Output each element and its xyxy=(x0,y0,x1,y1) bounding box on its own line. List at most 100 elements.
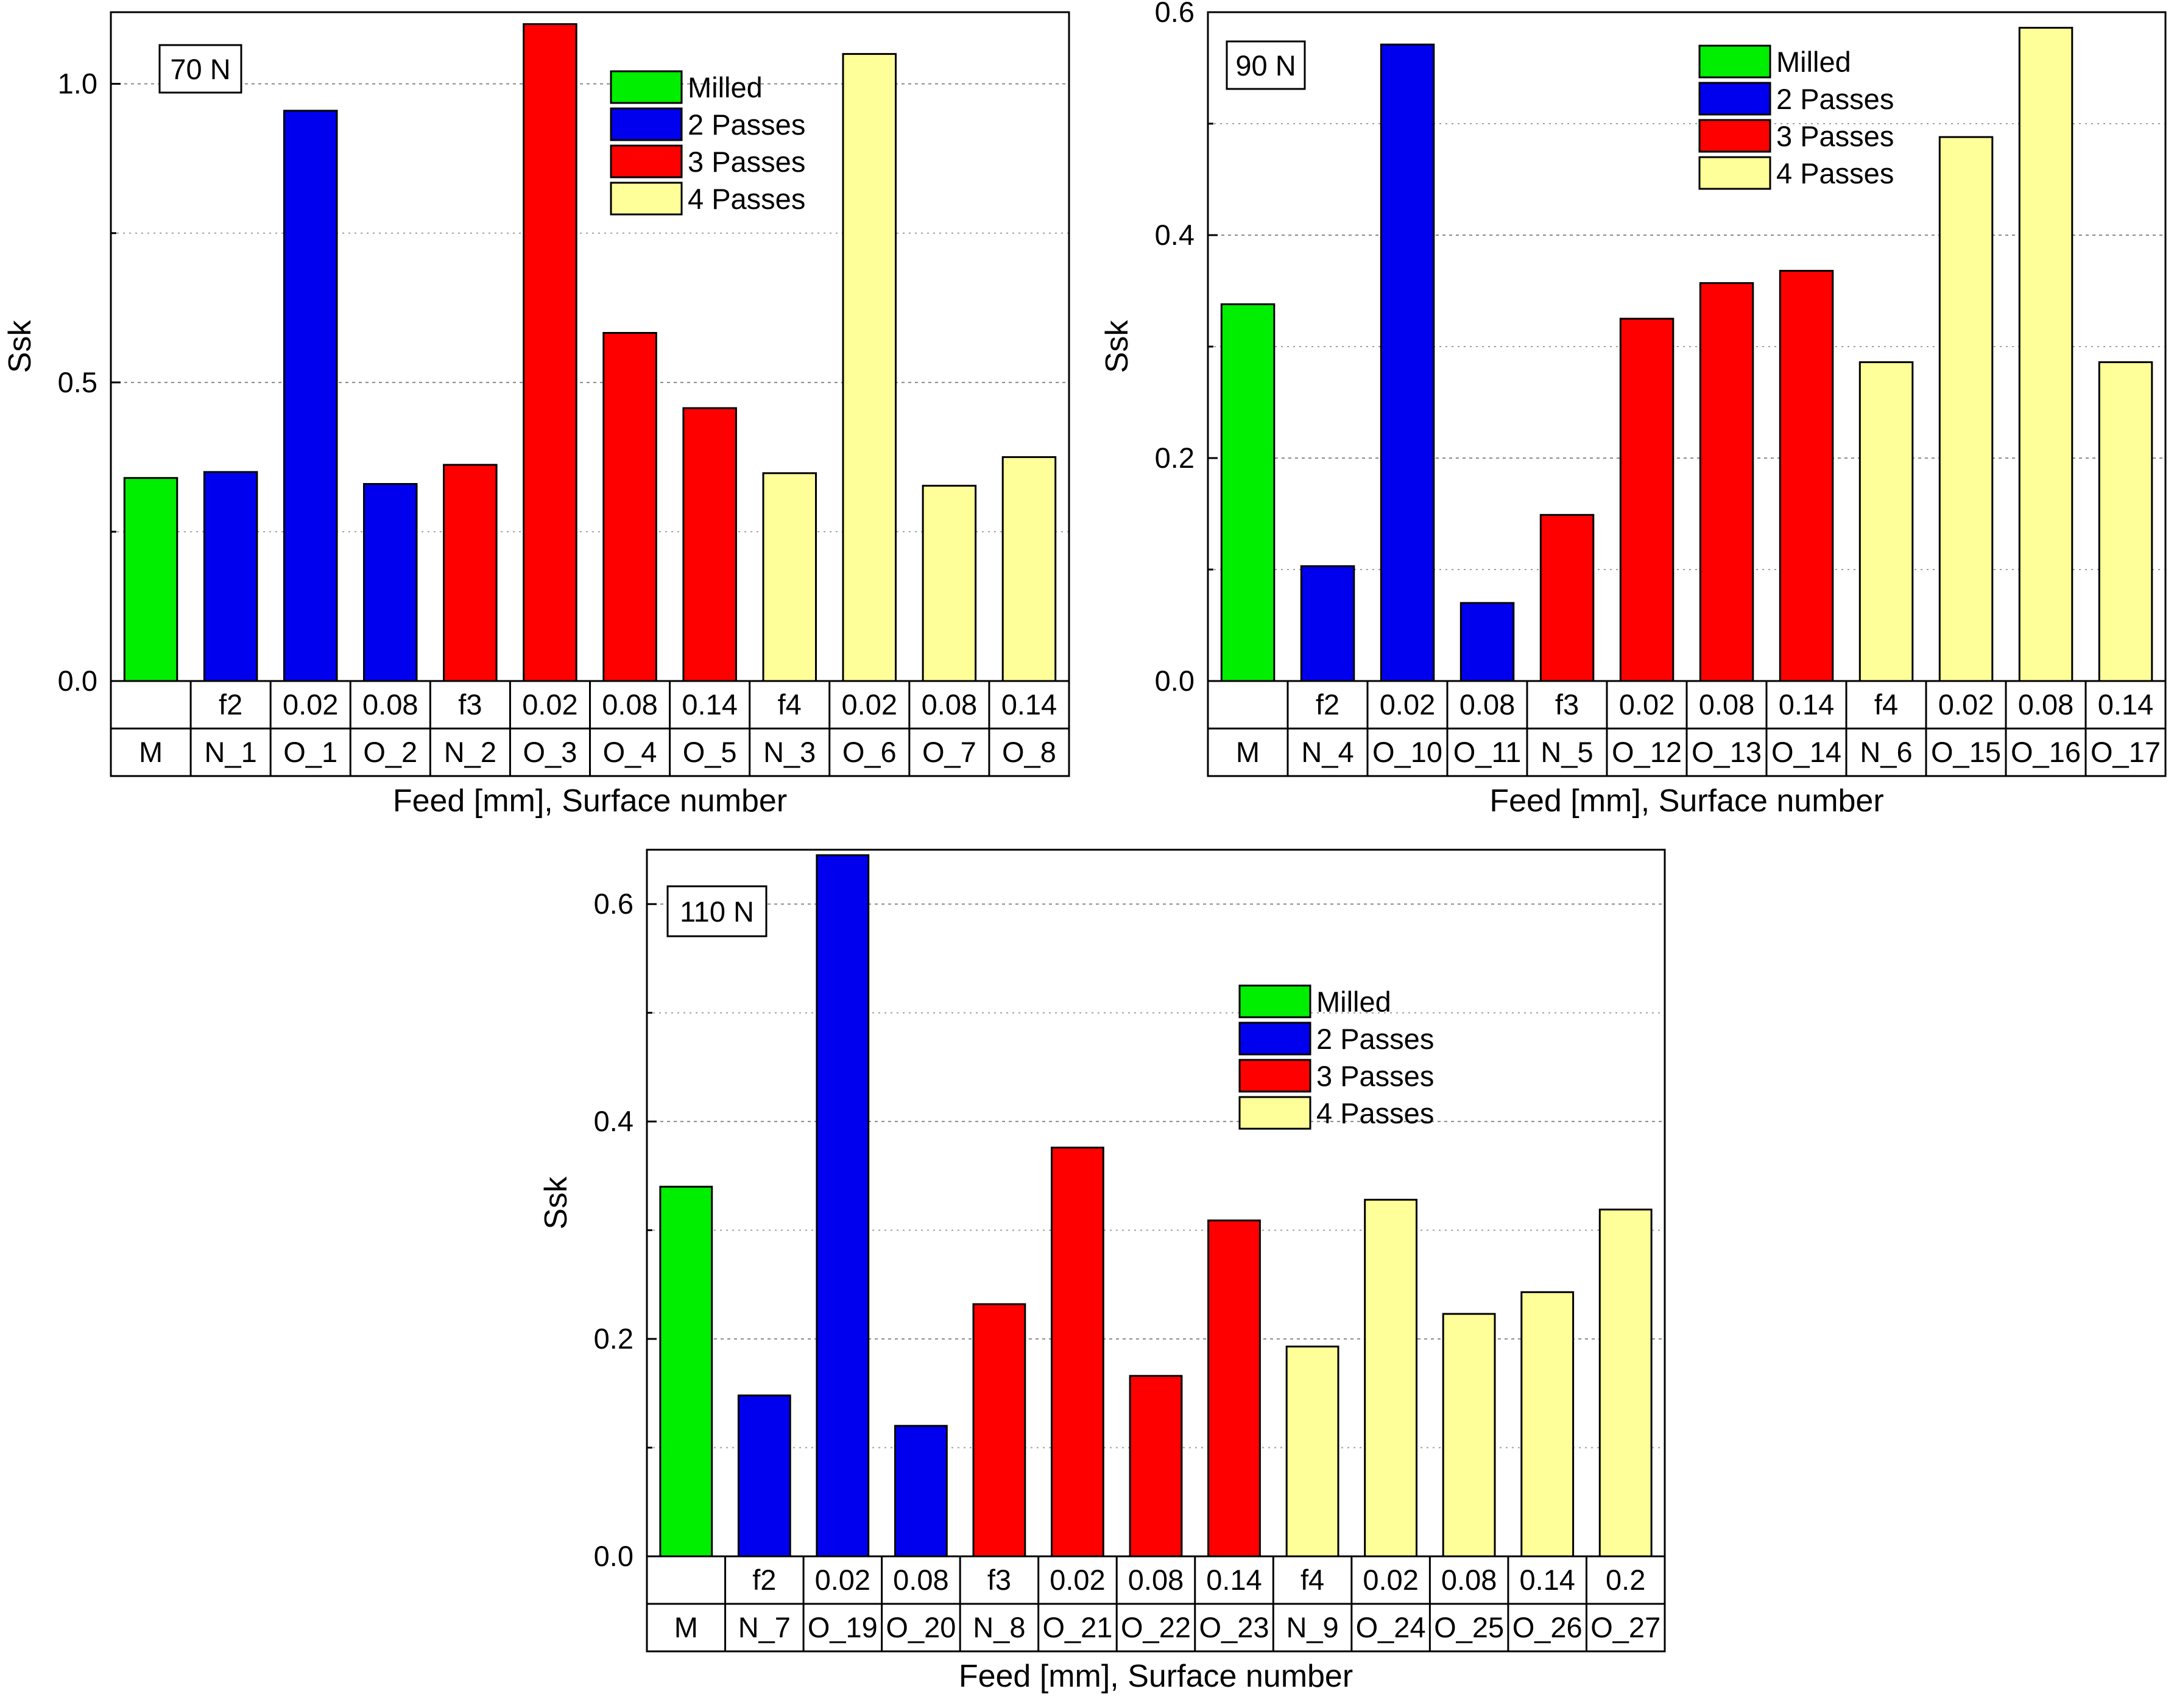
y-axis-title: Ssk xyxy=(1099,320,1135,373)
surface-label: O_25 xyxy=(1434,1611,1504,1643)
y-axis-title: Ssk xyxy=(2,320,38,373)
legend-swatch xyxy=(610,144,683,178)
bar-O_22 xyxy=(1129,1375,1183,1558)
load-label-box xyxy=(666,885,768,937)
surface-label: O_27 xyxy=(1590,1611,1660,1643)
legend-label: 2 Passes xyxy=(688,108,805,141)
y-tick-label: 0.4 xyxy=(594,1105,633,1137)
y-axis-title: Ssk xyxy=(538,1176,574,1230)
surface-label: O_23 xyxy=(1199,1611,1269,1643)
feed-label: 0.02 xyxy=(522,688,577,721)
feed-label: f2 xyxy=(752,1564,776,1596)
bar-O_2 xyxy=(363,483,418,682)
feed-label: 0.14 xyxy=(1519,1564,1575,1596)
bar-O_8 xyxy=(1001,456,1057,682)
bar-N_1 xyxy=(203,471,258,682)
surface-label: O_10 xyxy=(1372,736,1442,768)
feed-label: 0.08 xyxy=(2018,688,2073,721)
legend-label: 2 Passes xyxy=(1776,83,1894,115)
bar-O_25 xyxy=(1442,1313,1496,1558)
surface-label: N_2 xyxy=(444,736,496,768)
bar-O_17 xyxy=(2098,361,2153,682)
bar-O_26 xyxy=(1520,1291,1575,1558)
bar-O_13 xyxy=(1699,282,1754,682)
surface-label: O_22 xyxy=(1121,1611,1191,1643)
surface-label: O_15 xyxy=(1931,736,2001,768)
feed-label: 0.08 xyxy=(1699,688,1754,721)
feed-label: 0.14 xyxy=(1779,688,1834,721)
bar-N_5 xyxy=(1539,513,1595,682)
feed-label: 0.14 xyxy=(682,688,737,721)
surface-label: O_6 xyxy=(842,736,897,768)
surface-label: O_24 xyxy=(1356,1611,1426,1643)
feed-label: 0.08 xyxy=(1441,1564,1497,1596)
bar-M xyxy=(1220,303,1276,682)
feed-label: f2 xyxy=(219,688,242,721)
legend-swatch xyxy=(610,107,683,141)
feed-label: 0.02 xyxy=(815,1564,870,1596)
legend-swatch xyxy=(1698,156,1771,190)
feed-label: 0.08 xyxy=(1128,1564,1184,1596)
feed-label: 0.14 xyxy=(2098,688,2153,721)
legend-swatch xyxy=(610,182,683,216)
surface-label: O_2 xyxy=(363,736,417,768)
feed-label: f4 xyxy=(1874,688,1898,721)
legend-label: 3 Passes xyxy=(1316,1060,1434,1092)
y-tick-label: 0.2 xyxy=(1155,442,1195,474)
legend-swatch xyxy=(610,70,683,104)
y-tick-label: 0.6 xyxy=(1155,0,1195,28)
load-label-box xyxy=(158,44,242,94)
legend-swatch xyxy=(1238,984,1311,1018)
feed-label: 0.08 xyxy=(1459,688,1515,721)
surface-label: O_12 xyxy=(1612,736,1682,768)
plot-area xyxy=(111,12,1069,681)
y-tick-label: 0.0 xyxy=(1155,665,1195,697)
feed-label: 0.02 xyxy=(842,688,897,721)
surface-label: N_4 xyxy=(1301,736,1353,768)
legend-label: 3 Passes xyxy=(688,146,805,178)
surface-label: O_14 xyxy=(1771,736,1841,768)
bar-O_7 xyxy=(922,484,977,682)
bar-N_4 xyxy=(1300,565,1355,682)
bar-O_10 xyxy=(1380,43,1435,682)
surface-label: M xyxy=(139,736,163,768)
bar-O_23 xyxy=(1207,1219,1261,1558)
bar-O_21 xyxy=(1051,1146,1104,1558)
bar-N_6 xyxy=(1858,361,1914,682)
feed-label: 0.08 xyxy=(362,688,418,721)
bar-O_15 xyxy=(1938,136,1994,682)
bar-N_2 xyxy=(443,464,498,682)
bar-O_19 xyxy=(816,854,870,1558)
bar-O_1 xyxy=(283,110,338,682)
surface-label: M xyxy=(674,1611,698,1643)
surface-label: N_6 xyxy=(1860,736,1912,768)
feed-label: 0.02 xyxy=(1363,1564,1418,1596)
surface-label: O_3 xyxy=(523,736,577,768)
legend-label: 2 Passes xyxy=(1316,1023,1434,1055)
legend-swatch xyxy=(1238,1096,1311,1130)
legend-label: Milled xyxy=(688,71,763,104)
x-axis-title: Feed [mm], Surface number xyxy=(959,1659,1353,1694)
surface-label: N_5 xyxy=(1541,736,1593,768)
surface-label: N_3 xyxy=(763,736,816,768)
bar-O_27 xyxy=(1598,1209,1653,1558)
surface-label: O_1 xyxy=(283,736,337,768)
feed-label: 0.02 xyxy=(1380,688,1435,721)
feed-label: f3 xyxy=(987,1564,1011,1596)
y-tick-label: 0.2 xyxy=(594,1322,633,1355)
surface-label: O_16 xyxy=(2011,736,2081,768)
legend-swatch xyxy=(1238,1059,1311,1093)
feed-label: 0.02 xyxy=(1938,688,1994,721)
surface-label: O_4 xyxy=(603,736,657,768)
feed-label: f4 xyxy=(1301,1564,1324,1596)
bar-N_7 xyxy=(737,1394,791,1558)
surface-label: O_5 xyxy=(683,736,737,768)
legend-swatch xyxy=(1238,1022,1311,1056)
bar-N_3 xyxy=(762,472,817,682)
feed-label: 0.14 xyxy=(1001,688,1057,721)
feed-label: f4 xyxy=(778,688,802,721)
legend-swatch xyxy=(1698,119,1771,153)
surface-label: O_26 xyxy=(1512,1611,1583,1643)
y-tick-label: 0.0 xyxy=(594,1540,633,1572)
feed-label: f3 xyxy=(1555,688,1579,721)
